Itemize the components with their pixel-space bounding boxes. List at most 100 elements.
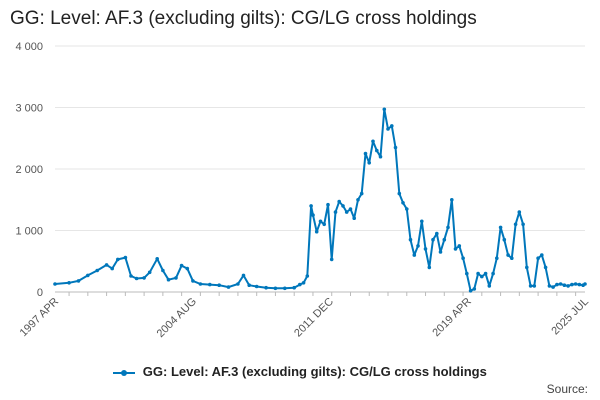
legend-label: GG: Level: AF.3 (excluding gilts): CG/LG… (142, 364, 487, 379)
data-point (551, 285, 555, 289)
y-tick-label: 1 000 (15, 226, 43, 238)
data-point (491, 271, 495, 276)
data-point (390, 124, 394, 128)
data-point (208, 282, 212, 287)
data-point (116, 257, 120, 262)
series-layer (53, 107, 587, 293)
data-point (442, 237, 447, 242)
data-point (382, 107, 387, 112)
data-point (318, 219, 323, 224)
data-point (487, 284, 492, 288)
gridlines (55, 45, 585, 231)
data-point (53, 282, 57, 286)
data-point (110, 266, 114, 271)
data-point (483, 271, 488, 276)
data-point (393, 145, 398, 150)
data-point (446, 225, 450, 230)
data-point (401, 201, 405, 205)
data-point (375, 148, 379, 153)
data-point (506, 253, 510, 257)
data-point (174, 276, 178, 280)
data-point (532, 284, 537, 288)
data-point (86, 273, 90, 278)
x-axis: 1997 APR 2004 AUG 2011 DEC 2019 APR 2025 JUL (18, 291, 591, 340)
data-point (273, 286, 278, 291)
data-point (191, 279, 195, 283)
data-point (558, 282, 563, 286)
data-point (314, 229, 319, 234)
y-tick-label: 0 (37, 287, 43, 299)
data-point (416, 244, 420, 248)
data-point (198, 282, 203, 286)
data-point (359, 191, 364, 196)
data-point (450, 198, 454, 202)
data-point (583, 282, 587, 286)
data-point (468, 289, 473, 293)
data-point (311, 213, 315, 217)
y-tick-label: 4 000 (15, 41, 43, 53)
data-point (378, 154, 383, 159)
data-point (217, 283, 221, 288)
y-tick-label: 3 000 (15, 103, 43, 115)
data-point (465, 271, 469, 276)
data-point (352, 216, 357, 220)
source-label: Source: (546, 382, 588, 396)
data-point (577, 282, 582, 287)
data-point (367, 161, 372, 165)
data-point (517, 210, 522, 214)
legend[interactable]: GG: Level: AF.3 (excluding gilts): CG/LG… (0, 364, 600, 379)
data-point (179, 263, 184, 268)
data-point (495, 256, 499, 261)
data-point (76, 279, 81, 283)
data-point (363, 151, 368, 156)
data-point (453, 247, 458, 251)
legend-swatch-icon (113, 368, 136, 378)
data-point (348, 207, 353, 211)
data-point (123, 255, 128, 260)
data-point (134, 276, 139, 281)
data-point (525, 265, 529, 270)
data-point (412, 253, 417, 257)
x-tick-label: 1997 APR (18, 296, 62, 340)
data-point (547, 284, 552, 288)
data-point (337, 199, 342, 204)
data-point (405, 207, 409, 211)
data-point (333, 210, 338, 214)
data-point (480, 274, 484, 279)
data-point (155, 257, 159, 261)
data-point (461, 256, 465, 261)
data-point (420, 219, 424, 224)
data-point (555, 282, 559, 287)
data-point (502, 237, 507, 242)
x-tick-label: 2004 AUG (155, 296, 199, 340)
data-point (435, 231, 439, 236)
data-point (264, 285, 268, 290)
data-point (322, 222, 327, 227)
data-point (241, 273, 246, 278)
data-point (305, 274, 310, 278)
data-point (236, 282, 240, 286)
data-point (301, 281, 306, 285)
data-point (147, 270, 152, 275)
data-point (309, 204, 313, 208)
data-point (104, 263, 109, 267)
data-point (573, 282, 578, 286)
data-point (329, 257, 334, 262)
data-point (283, 286, 287, 291)
data-point (341, 204, 345, 208)
data-point (254, 284, 259, 289)
data-point (521, 222, 525, 227)
y-axis-tick-labels: 0 1 000 2 000 3 000 4 000 (15, 41, 43, 299)
data-point (438, 250, 443, 254)
data-point (397, 191, 402, 196)
data-point (386, 127, 390, 131)
series-line (54, 108, 586, 292)
data-point (513, 222, 518, 227)
data-point (67, 281, 71, 285)
data-point (476, 271, 480, 276)
chart-title: GG: Level: AF.3 (excluding gilts): CG/LG… (10, 8, 477, 29)
data-point (498, 225, 503, 230)
data-point (457, 244, 462, 248)
data-point (562, 283, 567, 288)
